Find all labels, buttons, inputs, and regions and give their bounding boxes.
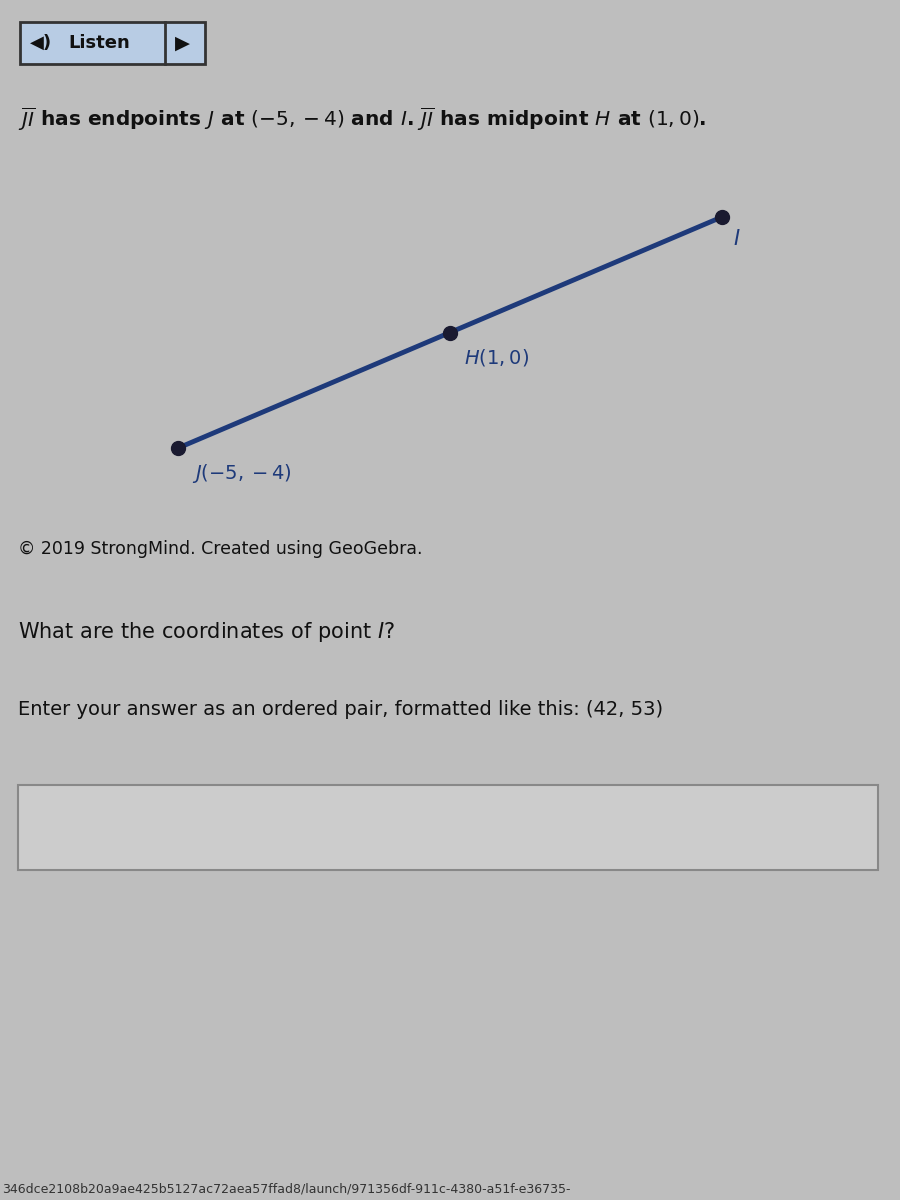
Text: ◀): ◀): [30, 34, 52, 52]
Point: [171, 438, 185, 457]
Text: ▶: ▶: [175, 34, 190, 53]
Text: What are the coordinates of point $\mathit{I}$?: What are the coordinates of point $\math…: [18, 620, 395, 644]
Text: $H(1,0)$: $H(1,0)$: [464, 347, 528, 368]
Text: $I$: $I$: [733, 229, 741, 248]
Text: 346dce2108b20a9ae425b5127ac72aea57ffad8/launch/971356df-911c-4380-a51f-e36735-: 346dce2108b20a9ae425b5127ac72aea57ffad8/…: [2, 1182, 571, 1195]
Text: Listen: Listen: [68, 34, 130, 52]
Text: Enter your answer as an ordered pair, formatted like this: (42, 53): Enter your answer as an ordered pair, fo…: [18, 700, 663, 719]
Point: [715, 208, 729, 227]
Text: © 2019 StrongMind. Created using GeoGebra.: © 2019 StrongMind. Created using GeoGebr…: [18, 540, 422, 558]
Text: $J(-5,-4)$: $J(-5,-4)$: [192, 462, 292, 485]
Bar: [18, 785, 878, 870]
Point: [443, 323, 457, 342]
Bar: [20, 22, 205, 64]
Text: $\overline{JI}$ has endpoints $J$ at $(-5,-4)$ and $I$. $\overline{JI}$ has midp: $\overline{JI}$ has endpoints $J$ at $(-…: [18, 104, 706, 132]
